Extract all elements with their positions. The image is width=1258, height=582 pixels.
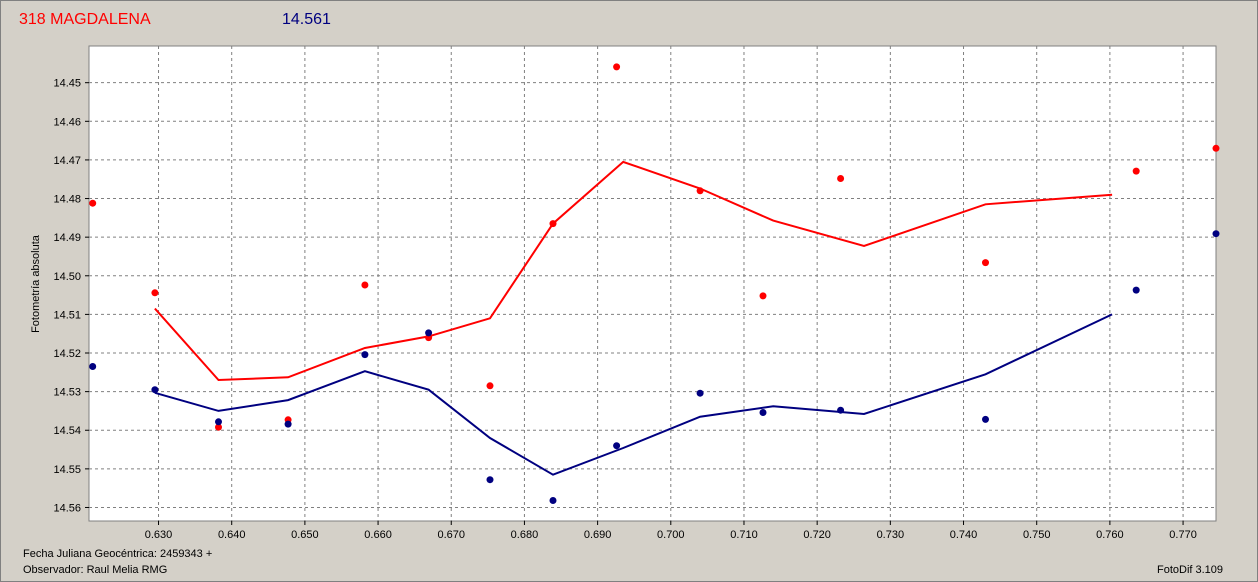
series-1-point: [1212, 230, 1220, 238]
series-1-point: [361, 351, 369, 359]
y-tick-label: 14.53: [53, 387, 81, 399]
x-tick-label: 0.770: [1169, 529, 1197, 541]
object-magnitude: 14.561: [282, 11, 331, 28]
y-tick-label: 14.47: [53, 155, 81, 167]
series-0-point: [215, 423, 222, 431]
series-1-point: [549, 497, 557, 504]
object-name: 318 MAGDALENA: [19, 11, 151, 28]
series-0-point: [982, 259, 989, 267]
series-layer: [89, 63, 1220, 504]
y-axis-ticks: 14.45 14.46 14.47 14.48 14.49 14.50 14.51 14.52…: [53, 78, 89, 514]
y-tick-label: 14.51: [53, 309, 81, 321]
series-1-point: [1132, 286, 1140, 294]
date-label: Fecha Juliana Geocéntrica: 2459343 +: [23, 548, 213, 560]
x-tick-label: 0.750: [1023, 529, 1051, 541]
series-1-point: [759, 409, 767, 416]
series-1-point: [486, 476, 494, 484]
x-axis-ticks: 0.630 0.640 0.650 0.660 0.670 0.680 0.690 0.700…: [145, 521, 1197, 541]
x-tick-label: 0.730: [877, 529, 905, 541]
series-0-point: [613, 63, 621, 71]
x-tick-label: 0.670: [437, 529, 465, 541]
plot-area: [88, 45, 1217, 522]
x-tick-label: 0.630: [145, 529, 173, 541]
x-tick-label: 0.680: [511, 529, 539, 541]
series-0-point: [361, 281, 369, 289]
series-1-point: [837, 406, 845, 414]
series-1-point: [696, 389, 704, 397]
x-tick-label: 0.690: [584, 529, 612, 541]
series-0-point: [837, 175, 845, 182]
series-1-fit-line: [154, 313, 1113, 476]
series-1-point: [425, 329, 433, 337]
series-0-point: [549, 220, 557, 228]
y-tick-label: 14.48: [53, 194, 81, 206]
y-tick-label: 14.54: [53, 425, 81, 437]
series-1-point: [215, 418, 222, 426]
y-tick-label: 14.52: [53, 348, 81, 360]
series-1-point: [89, 363, 97, 370]
series-0-point: [759, 292, 767, 300]
series-1-point: [613, 442, 621, 450]
x-tick-label: 0.640: [218, 529, 246, 541]
x-tick-label: 0.700: [657, 529, 685, 541]
y-axis-label: Fotometría absoluta: [30, 234, 42, 333]
y-tick-label: 14.49: [53, 232, 81, 244]
x-tick-label: 0.660: [364, 529, 392, 541]
y-tick-label: 14.46: [53, 116, 81, 128]
series-0-point: [696, 187, 704, 195]
x-tick-label: 0.760: [1096, 529, 1124, 541]
y-tick-label: 14.56: [53, 502, 81, 514]
software-version: FotoDif 3.109: [1157, 564, 1224, 576]
x-tick-label: 0.720: [803, 529, 831, 541]
x-tick-label: 0.650: [291, 529, 319, 541]
y-tick-label: 14.55: [53, 464, 81, 476]
series-0-point: [1212, 144, 1220, 152]
x-tick-label: 0.710: [730, 529, 758, 541]
series-1-point: [151, 386, 159, 394]
series-0-point: [1132, 167, 1140, 175]
y-tick-label: 14.45: [53, 78, 81, 90]
series-1-point: [284, 420, 292, 428]
series-0-point: [486, 382, 494, 390]
observer-label: Observador: Raul Melia RMG: [23, 564, 168, 576]
x-tick-label: 0.740: [950, 529, 978, 541]
series-0-point: [89, 199, 97, 207]
series-1-point: [982, 415, 989, 423]
series-0-point: [151, 289, 159, 297]
y-tick-label: 14.50: [53, 271, 81, 283]
grid-lines: [89, 46, 1216, 521]
